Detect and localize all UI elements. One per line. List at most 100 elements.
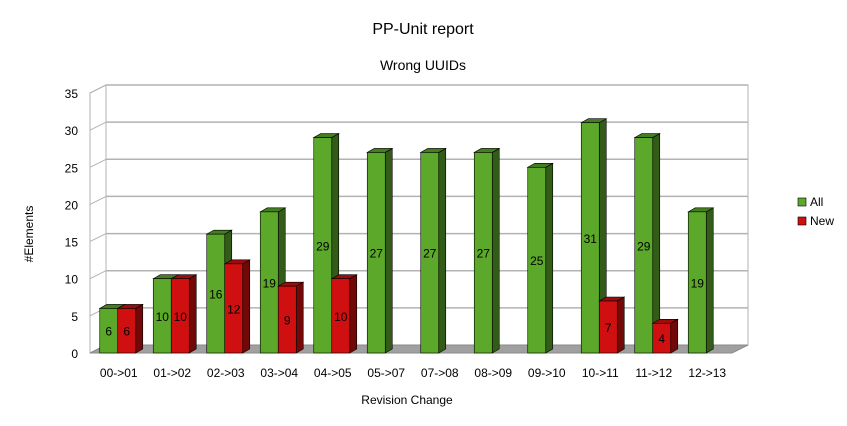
bar-front [313,137,333,354]
gridline-side [89,233,107,243]
bar-side [438,147,447,354]
data-label: 27 [423,247,437,261]
bar-front [634,137,654,354]
x-tick-label: 08->09 [474,366,512,380]
bar: 27 [473,147,501,354]
x-tick-label: 01->02 [153,366,191,380]
bar-side [705,207,714,354]
bar: 4 [651,318,679,354]
bar-front [473,152,493,354]
legend-label: New [810,214,834,228]
bar: 9 [277,281,305,354]
x-tick-label: 09->10 [528,366,566,380]
bar-front [652,322,672,354]
data-label: 6 [123,325,130,339]
x-tick-label: 12->13 [688,366,726,380]
bar: 10 [330,274,358,354]
legend-swatch [797,197,807,207]
bar-side [545,162,554,354]
data-label: 19 [263,276,277,290]
x-tick-label: 02->03 [207,366,245,380]
x-axis-label: Revision Change [361,393,453,407]
y-tick-label: 0 [71,347,78,361]
data-label: 4 [658,332,665,346]
bar: 31 [580,118,608,354]
x-tick-label: 00->01 [100,366,138,380]
bar-side [384,147,393,354]
data-label: 10 [156,310,170,324]
data-label: 16 [209,288,223,302]
y-axis-label: #Elements [22,206,36,263]
data-label: 19 [691,276,705,290]
y-tick-label: 10 [65,273,79,287]
gridline-side [89,158,107,168]
data-label: 29 [316,239,330,253]
data-label: 31 [584,232,598,246]
data-label: 10 [174,310,188,324]
data-label: 7 [605,321,612,335]
data-label: 6 [105,325,112,339]
y-tick-label: 35 [65,87,79,101]
x-tick-label: 11->12 [635,366,672,380]
bar-side [135,303,144,354]
bar-front [117,308,137,354]
data-label: 29 [637,239,651,253]
y-tick-label: 30 [65,124,79,138]
bar-front [170,278,190,354]
bar-side [349,274,358,354]
y-tick-label: 15 [65,236,79,250]
x-tick-labels: 00->01 01->02 02->03 03->04 04->05 05->07 07->… [100,366,727,380]
y-tick-label: 5 [71,310,78,324]
bar: 7 [598,296,626,354]
bar-front [366,152,386,354]
bar-side [491,147,500,354]
y-tick-label: 20 [65,198,79,212]
gridline-side [89,84,107,94]
bar-side [616,296,625,354]
data-label: 25 [530,254,544,268]
y-tick-labels: 0 5 10 15 20 25 30 35 [65,87,79,361]
data-label: 10 [334,310,348,324]
data-label: 9 [284,314,291,328]
bar-front [580,122,600,354]
gridline-side [89,195,107,205]
chart-subtitle: Wrong UUIDs [380,57,466,73]
gridline-side [89,270,107,280]
bar: 25 [526,162,554,354]
bar: 10 [170,274,198,354]
bar: 27 [366,147,394,354]
data-label: 27 [477,247,491,261]
x-tick-label: 05->07 [367,366,405,380]
bar-front [259,211,279,354]
bars: 6 6 10 10 16 12 19 9 29 10 27 27 27 25 31 7 29 4 19 [98,118,715,354]
bar-front [277,285,297,354]
bar-front [420,152,440,354]
bar: 29 [633,133,661,354]
legend-swatch [797,216,807,226]
bar-front [224,263,244,354]
gridline-side [89,121,107,131]
x-tick-label: 07->08 [421,366,459,380]
bar-side [188,274,197,354]
x-tick-label: 10->11 [582,366,619,380]
bar-front [331,278,351,354]
legend-label: All [810,195,823,209]
bar: 6 [116,303,144,354]
bar: 12 [223,259,251,354]
bar-front [598,300,618,354]
legend: All New [797,195,834,228]
bar-side [295,281,304,354]
y-tick-label: 25 [65,161,79,175]
x-tick-label: 04->05 [314,366,352,380]
bar-front [527,166,547,354]
bar: 19 [687,207,715,354]
data-label: 27 [370,247,384,261]
x-tick-label: 03->04 [260,366,298,380]
data-label: 12 [227,302,241,316]
bar: 27 [419,147,447,354]
bar-side [242,259,251,354]
bar-side [670,318,679,354]
bar-front [687,211,707,354]
